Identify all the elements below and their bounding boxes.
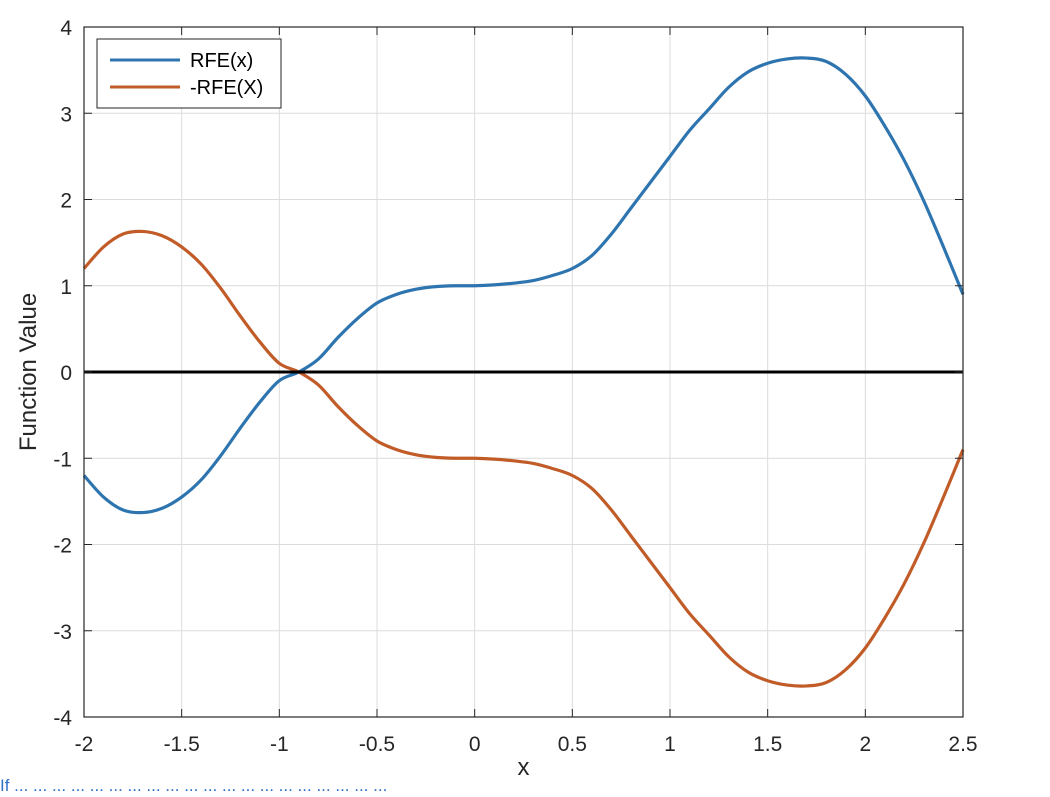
y-tick-label-5: 1 xyxy=(60,276,72,299)
legend-label-rfe: RFE(x) xyxy=(190,50,253,72)
x-tick-label-2: -1 xyxy=(270,733,289,756)
y-tick-label-1: -3 xyxy=(53,621,72,644)
x-axis-label: x xyxy=(518,754,530,776)
legend-box xyxy=(96,38,282,109)
y-tick-label-0: -4 xyxy=(53,707,72,730)
series-line-0 xyxy=(82,56,965,515)
x-tick-label-7: 1.5 xyxy=(753,733,782,756)
y-tick-label-7: 3 xyxy=(60,103,72,126)
x-tick-label-5: 0.5 xyxy=(558,733,587,756)
chart-svg: -2 -1.5 -1 -0.5 0 0.5 1 1.5 2 2.5 -4 -3 -2 -1 0 1 2 3 4 x… xyxy=(15,17,978,776)
x-tick-label-6: 1 xyxy=(664,733,676,756)
series-line-1 xyxy=(82,229,965,688)
y-tick-label-8: 4 xyxy=(60,17,72,40)
x-ticks: -2 -1.5 -1 -0.5 0 0.5 1 1.5 2 2.5 xyxy=(75,27,978,756)
x-tick-label-0: -2 xyxy=(75,733,94,756)
x-tick-label-8: 2 xyxy=(859,733,871,756)
legend-label-neg-rfe: -RFE(X) xyxy=(190,77,263,99)
x-tick-label-1: -1.5 xyxy=(164,733,200,756)
y-tick-label-2: -2 xyxy=(53,535,72,558)
y-tick-label-6: 2 xyxy=(60,190,72,213)
x-tick-label-9: 2.5 xyxy=(948,733,977,756)
x-tick-label-4: 0 xyxy=(469,733,481,756)
y-tick-label-3: -1 xyxy=(53,448,72,471)
x-tick-label-3: -0.5 xyxy=(359,733,395,756)
caption-text: If ... ... ... ... ... ... ... ... ... .… xyxy=(0,776,388,795)
y-axis-label: Function Value xyxy=(15,293,42,451)
legend: RFE(x) -RFE(X) xyxy=(96,38,282,109)
y-tick-label-4: 0 xyxy=(60,362,72,385)
series-group xyxy=(82,56,965,688)
y-ticks: -4 -3 -2 -1 0 1 2 3 4 xyxy=(53,17,963,730)
